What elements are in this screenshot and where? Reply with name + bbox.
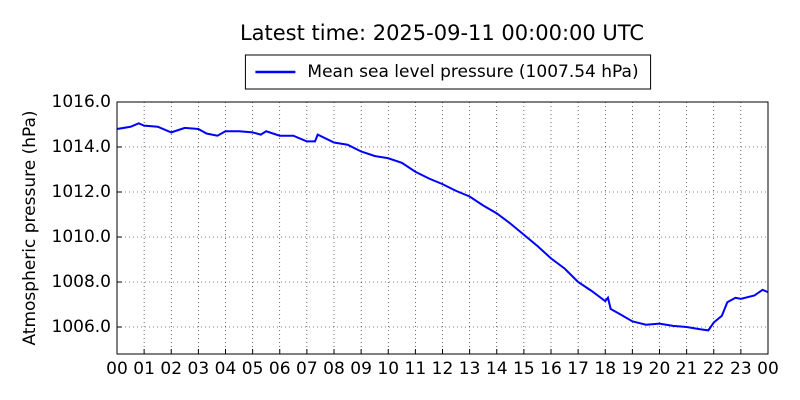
x-tick-label: 13	[459, 359, 481, 379]
x-tick-label: 01	[133, 359, 155, 379]
x-tick-label: 04	[215, 359, 237, 379]
y-axis-label: Atmospheric pressure (hPa)	[20, 110, 40, 345]
x-tick-label: 14	[486, 359, 508, 379]
x-tick-label: 15	[513, 359, 535, 379]
x-tick-label: 07	[296, 359, 318, 379]
x-tick-label: 19	[622, 359, 644, 379]
x-tick-label: 10	[377, 359, 399, 379]
x-tick-label: 06	[269, 359, 291, 379]
x-tick-label: 20	[649, 359, 671, 379]
x-tick-label: 21	[676, 359, 698, 379]
x-tick-label: 02	[160, 359, 182, 379]
x-tick-label: 12	[432, 359, 454, 379]
x-tick-label: 00	[757, 359, 779, 379]
x-tick-label: 00	[106, 359, 128, 379]
x-tick-label: 05	[242, 359, 264, 379]
x-tick-label: 16	[540, 359, 562, 379]
chart-title: Latest time: 2025-09-11 00:00:00 UTC	[240, 21, 644, 45]
x-tick-label: 03	[188, 359, 210, 379]
x-tick-label: 11	[405, 359, 427, 379]
legend-label: Mean sea level pressure (1007.54 hPa)	[307, 62, 638, 82]
y-tick-label: 1014.0	[52, 137, 111, 157]
x-tick-label: 23	[730, 359, 752, 379]
y-tick-label: 1006.0	[52, 317, 111, 337]
y-tick-label: 1010.0	[52, 227, 111, 247]
x-tick-label: 09	[350, 359, 372, 379]
plot-frame	[116, 101, 769, 355]
x-tick-label: 22	[703, 359, 725, 379]
x-tick-label: 08	[323, 359, 345, 379]
legend-box	[244, 54, 652, 90]
y-tick-label: 1016.0	[52, 92, 111, 112]
y-tick-label: 1012.0	[52, 182, 111, 202]
x-tick-label: 17	[567, 359, 589, 379]
y-tick-label: 1008.0	[52, 272, 111, 292]
data-line	[116, 122, 769, 332]
x-tick-label: 18	[594, 359, 616, 379]
